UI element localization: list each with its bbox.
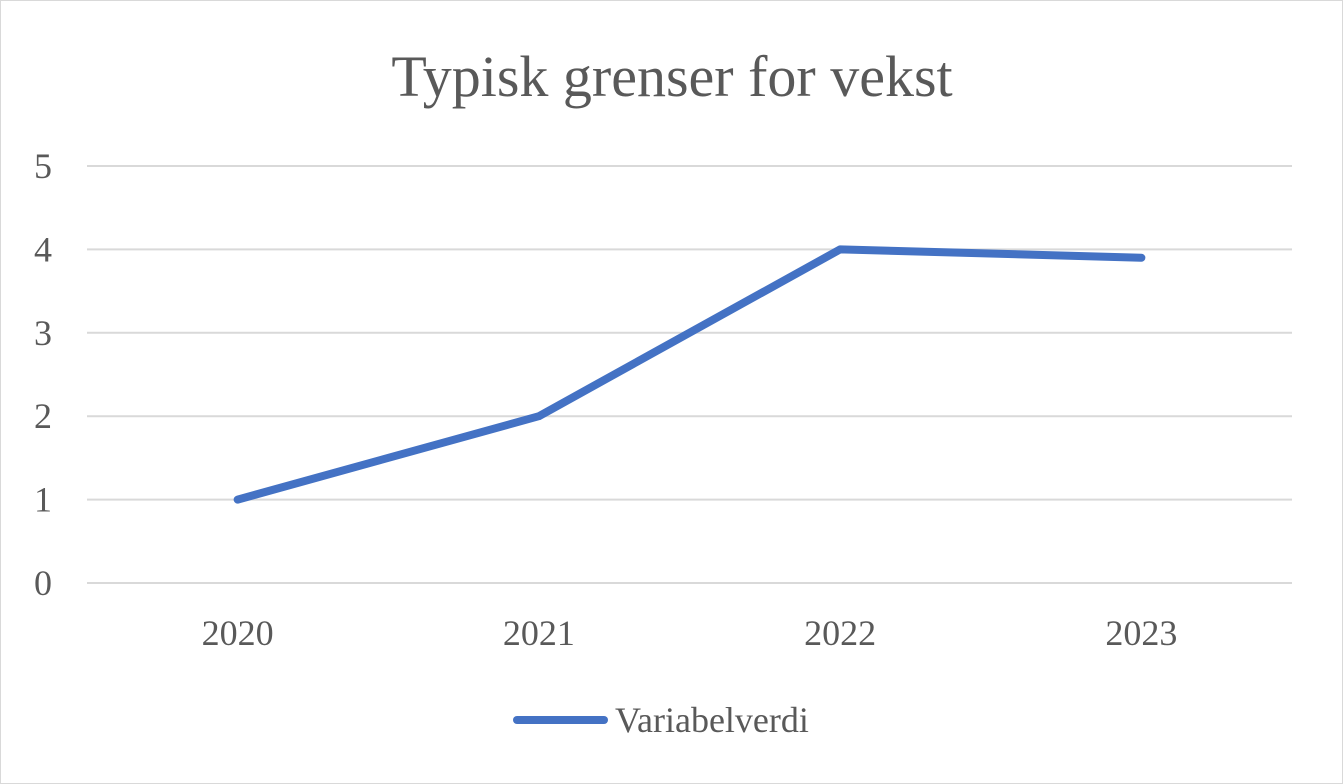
legend-label: Variabelverdi — [615, 700, 809, 740]
y-tick-label: 4 — [34, 229, 52, 269]
x-tick-label: 2021 — [503, 613, 575, 653]
y-tick-label: 2 — [34, 396, 52, 436]
x-tick-label: 2022 — [804, 613, 876, 653]
x-axis-ticks: 2020 2021 2022 2023 — [202, 613, 1178, 653]
chart-title: Typisk grenser for vekst — [391, 44, 952, 109]
y-axis-ticks: 0 1 2 3 4 5 — [34, 146, 52, 603]
y-tick-label: 3 — [34, 313, 52, 353]
x-tick-label: 2020 — [202, 613, 274, 653]
gridlines — [87, 165, 1292, 584]
y-tick-label: 0 — [34, 563, 52, 603]
y-tick-label: 1 — [34, 480, 52, 520]
x-tick-label: 2023 — [1105, 613, 1177, 653]
legend: Variabelverdi — [513, 700, 809, 740]
series-group — [233, 245, 1146, 504]
series-line — [233, 245, 1146, 504]
y-tick-label: 5 — [34, 146, 52, 186]
